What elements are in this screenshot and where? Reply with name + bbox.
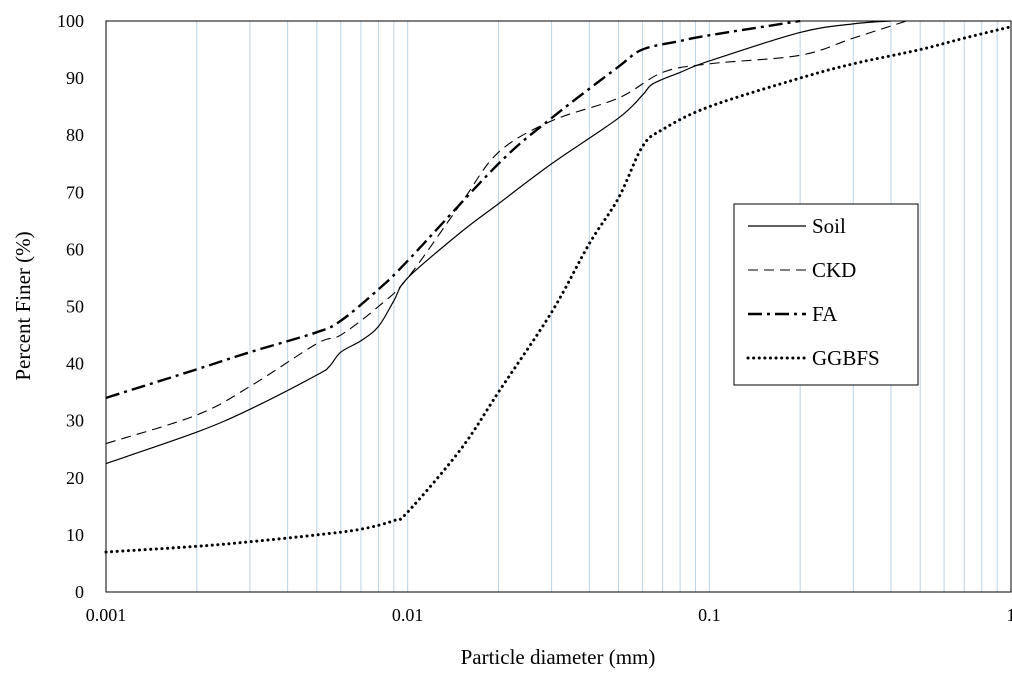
series-line-fa [105,19,801,400]
series-line-ggbfs [104,25,1012,554]
series-lines [104,19,1012,554]
y-tick-label: 30 [66,411,84,431]
legend-label-ckd: CKD [812,258,856,282]
y-tick-label: 0 [75,582,84,602]
y-tick-label: 70 [66,182,84,202]
legend-label-soil: Soil [812,214,846,238]
y-tick-label: 10 [66,525,84,545]
y-axis-title: Percent Finer (%) [11,231,35,380]
y-tick-labels: 0 10 20 30 40 50 60 70 80 90 100 [57,11,84,602]
y-tick-label: 60 [66,239,84,259]
x-tick-label: 0.1 [698,605,721,625]
x-tick-label: 0.001 [86,605,127,625]
legend-label-fa: FA [812,302,838,326]
y-tick-label: 80 [66,125,84,145]
x-tick-labels: 0.001 0.01 0.1 1 [86,605,1012,625]
y-tick-label: 20 [66,468,84,488]
legend: Soil CKD FA GGBFS [733,203,919,386]
x-tick-label: 0.01 [392,605,424,625]
legend-label-ggbfs: GGBFS [812,346,880,370]
axes [105,20,1012,593]
plot-frame [105,20,1012,593]
y-tick-label: 40 [66,354,84,374]
legend-box [733,203,919,386]
x-tick-label: 1 [1007,605,1012,625]
x-axis-title: Particle diameter (mm) [461,645,656,669]
y-tick-label: 90 [66,68,84,88]
grid-lines [196,21,998,592]
series-line-ckd [105,20,907,445]
y-tick-label: 50 [66,297,84,317]
y-tick-label: 100 [57,11,84,31]
